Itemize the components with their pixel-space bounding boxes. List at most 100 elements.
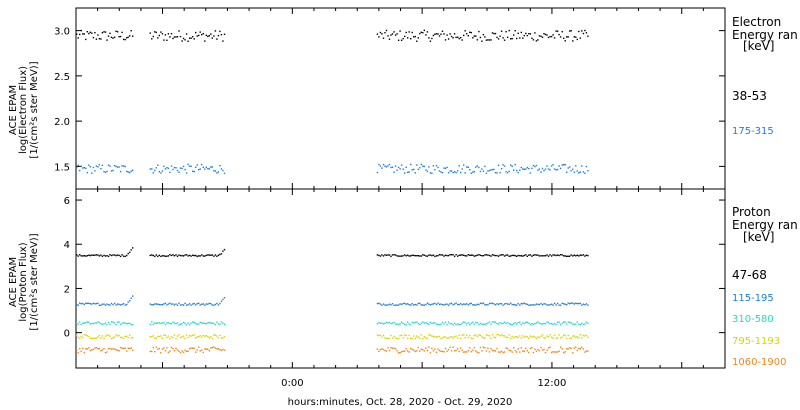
proton-point: [391, 303, 394, 305]
proton-point: [443, 351, 445, 353]
proton-point: [473, 255, 475, 257]
proton-point: [100, 323, 102, 325]
electron-legend-title-3: [keV]: [743, 39, 774, 53]
proton-point: [508, 349, 510, 352]
electron-point: [547, 168, 550, 170]
proton-point: [416, 350, 418, 352]
electron-point: [513, 169, 515, 171]
proton-point: [540, 335, 542, 337]
proton-point: [458, 350, 460, 353]
proton-point: [192, 254, 194, 256]
electron-point: [163, 165, 165, 167]
proton-point: [110, 348, 113, 350]
proton-point: [452, 254, 454, 256]
electron-point: [118, 36, 120, 38]
proton-point: [435, 303, 438, 306]
proton-point: [563, 255, 565, 257]
proton-point: [479, 334, 482, 336]
electron-point: [85, 167, 87, 169]
proton-point: [188, 335, 191, 337]
electron-point: [192, 170, 194, 172]
proton-point: [478, 352, 480, 354]
proton-point: [547, 255, 550, 257]
proton-point: [558, 304, 560, 306]
proton-point: [447, 254, 450, 257]
proton-point: [413, 254, 415, 257]
proton-point: [513, 337, 515, 339]
proton-point: [467, 254, 469, 256]
electron-point: [169, 171, 171, 174]
proton-point: [473, 347, 475, 349]
electron-point: [160, 172, 162, 174]
proton-point: [587, 350, 589, 352]
electron-point: [155, 31, 157, 34]
proton-point: [420, 348, 422, 350]
electron-point: [503, 165, 506, 167]
proton-point: [575, 346, 577, 348]
proton-point: [85, 348, 87, 350]
proton-point: [381, 348, 383, 350]
proton-point: [175, 322, 177, 325]
proton-point: [447, 304, 450, 306]
proton-point: [172, 347, 174, 350]
proton-point: [572, 323, 574, 325]
proton-point: [508, 334, 510, 336]
electron-point: [528, 167, 530, 170]
proton-point: [578, 323, 580, 325]
electron-point: [130, 30, 132, 32]
proton-point: [450, 254, 453, 256]
electron-point: [413, 36, 415, 38]
proton-point: [208, 254, 210, 256]
proton-point: [566, 304, 568, 306]
proton-point: [458, 303, 460, 306]
proton-point: [382, 323, 385, 325]
proton-point: [130, 249, 132, 251]
proton-point: [531, 304, 533, 306]
proton-point: [132, 295, 134, 297]
electron-point: [97, 34, 99, 36]
proton-point: [163, 347, 165, 349]
proton-point: [550, 303, 553, 305]
electron-point: [76, 33, 78, 35]
proton-point: [394, 348, 397, 350]
proton-point: [95, 254, 98, 256]
proton-point: [422, 337, 424, 340]
electron-point: [555, 30, 557, 32]
proton-point: [555, 337, 557, 339]
electron-point: [441, 30, 444, 32]
proton-series-310-580: [76, 321, 589, 326]
proton-point: [201, 322, 203, 324]
electron-point: [222, 169, 224, 172]
proton-point: [550, 351, 553, 354]
electron-point: [435, 164, 438, 167]
proton-point: [80, 335, 82, 338]
proton-point: [552, 254, 554, 256]
electron-point: [103, 31, 105, 33]
proton-point: [529, 254, 532, 256]
proton-point: [470, 322, 472, 324]
proton-point: [89, 337, 91, 339]
proton-point: [175, 303, 177, 305]
electron-point: [185, 33, 188, 35]
proton-point: [528, 351, 530, 354]
electron-point: [416, 40, 418, 42]
electron-point: [473, 35, 475, 37]
proton-point: [397, 323, 400, 326]
electron-point: [214, 170, 217, 172]
proton-point: [211, 304, 213, 306]
proton-point: [531, 323, 533, 325]
electron-point: [538, 35, 541, 37]
proton-point: [476, 303, 478, 305]
proton-point: [152, 335, 154, 337]
proton-point: [472, 304, 474, 306]
proton-point: [198, 346, 200, 348]
proton-point: [450, 323, 453, 325]
electron-point: [440, 33, 442, 35]
proton-point: [438, 324, 441, 326]
proton-point: [453, 322, 456, 324]
proton-point: [97, 302, 99, 304]
proton-point: [187, 303, 189, 306]
electron-point: [121, 165, 123, 167]
electron-point: [449, 33, 451, 35]
proton-point: [579, 324, 581, 326]
